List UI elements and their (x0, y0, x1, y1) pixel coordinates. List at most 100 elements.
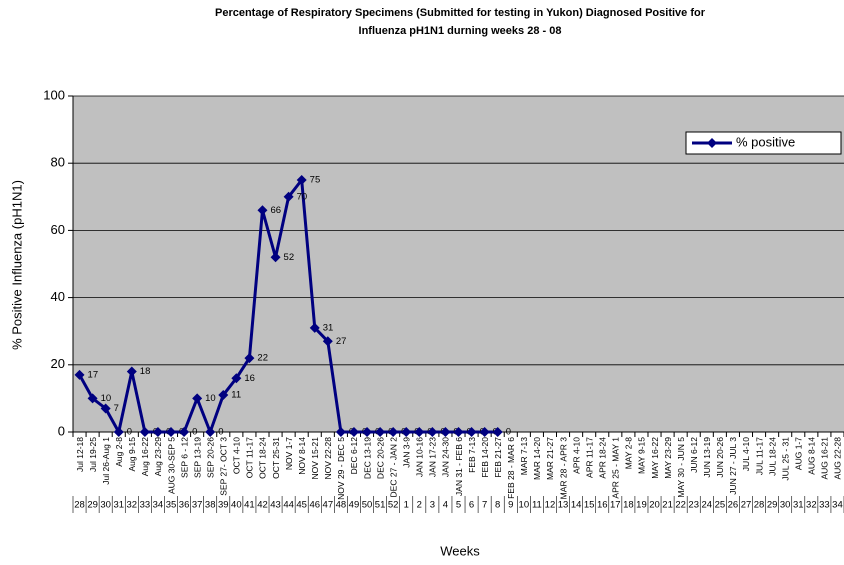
x-tick-label: DEC 6-12 (349, 437, 359, 475)
week-label: 47 (323, 500, 334, 511)
marker (192, 393, 203, 404)
week-label: 36 (179, 500, 190, 511)
x-tick-label: JUN 20-26 (715, 437, 725, 478)
x-tick-label: AUG 30-SEP 5 (166, 437, 176, 494)
week-label: 49 (349, 500, 360, 511)
data-label: 22 (257, 353, 268, 364)
x-tick-label: MAY 30 - JUN 5 (676, 437, 686, 498)
x-tick-label: Aug 23-29 (153, 437, 163, 476)
marker (492, 427, 503, 437)
legend-label: % positive (736, 134, 795, 149)
marker (139, 427, 150, 437)
x-tick-label: SEP 27- OCT 3 (219, 437, 229, 496)
y-tick-label: 100 (43, 87, 65, 102)
x-tick-label: FEB 7-13 (467, 437, 477, 473)
y-tick-label: 20 (51, 356, 65, 371)
x-tick-label: NOV 22-28 (323, 437, 333, 480)
marker (152, 427, 163, 437)
marker (244, 353, 255, 364)
x-tick-label: FEB 14-20 (480, 437, 490, 478)
marker (466, 427, 477, 437)
week-label: 32 (806, 500, 817, 511)
x-tick-label: MAY 16-22 (650, 437, 660, 479)
week-label: 3 (430, 500, 435, 511)
x-tick-label: DEC 13-19 (362, 437, 372, 479)
marker (126, 366, 137, 377)
week-label: 34 (153, 500, 164, 511)
marker (335, 427, 346, 437)
marker (166, 427, 177, 437)
week-label: 19 (636, 500, 647, 511)
week-label: 29 (87, 500, 98, 511)
x-tick-label: FEB 21-27 (493, 437, 503, 478)
y-tick-label: 80 (51, 155, 65, 170)
week-label: 27 (741, 500, 752, 511)
week-label: 48 (336, 500, 347, 511)
x-tick-label: SEP 6 - 12 (179, 437, 189, 478)
week-label: 33 (819, 500, 830, 511)
data-label: 10 (205, 393, 216, 404)
x-tick-label: AUG 22-28 (833, 437, 843, 480)
marker (205, 427, 216, 437)
x-tick-label: JAN 17-23 (428, 437, 438, 477)
data-label: 0 (506, 427, 511, 438)
y-tick-label: 60 (51, 222, 65, 237)
week-label: 45 (296, 500, 307, 511)
week-label: 35 (166, 500, 177, 511)
week-label: 25 (715, 500, 726, 511)
week-label: 22 (675, 500, 686, 511)
x-tick-label: APR 25 - MAY 1 (611, 437, 621, 499)
data-label: 0 (192, 427, 197, 438)
week-label: 21 (662, 500, 673, 511)
week-label: 41 (244, 500, 255, 511)
marker (231, 373, 242, 384)
x-tick-label: AUG 1-7 (794, 437, 804, 470)
week-label: 13 (558, 500, 569, 511)
x-tick-label: NOV 29 - DEC 5 (336, 437, 346, 500)
week-label: 43 (270, 500, 281, 511)
data-label: 7 (114, 403, 119, 414)
data-label: 10 (101, 393, 112, 404)
week-label: 14 (571, 500, 582, 511)
week-label: 11 (532, 500, 542, 511)
x-tick-label: DEC 20-26 (375, 437, 385, 479)
marker (113, 427, 124, 437)
marker (440, 427, 451, 437)
data-label: 0 (127, 427, 132, 438)
x-tick-label: OCT 4-10 (232, 437, 242, 474)
marker (362, 427, 373, 437)
marker (322, 336, 333, 347)
week-label: 24 (701, 500, 712, 511)
week-label: 23 (688, 500, 699, 511)
x-tick-label: JAN 10-16 (415, 437, 425, 477)
marker (388, 427, 399, 437)
week-label: 18 (623, 500, 634, 511)
week-label: 29 (767, 500, 778, 511)
week-label: 9 (508, 500, 513, 511)
marker (296, 175, 307, 185)
data-label: 11 (231, 390, 241, 401)
x-tick-label: SEP 13-19 (192, 437, 202, 478)
x-tick-label: AUG 16-21 (820, 437, 830, 480)
x-tick-label: Jul 26-Aug 1 (101, 437, 111, 485)
marker (427, 427, 438, 437)
x-tick-label: FEB 28 - MAR 6 (506, 437, 516, 499)
x-tick-label: JUL 25 - 31 (780, 437, 790, 481)
data-label: 16 (244, 373, 255, 384)
week-label: 50 (362, 500, 373, 511)
data-label: 0 (218, 427, 223, 438)
week-label: 33 (140, 500, 151, 511)
week-label: 39 (218, 500, 229, 511)
week-label: 32 (127, 500, 138, 511)
data-label: 27 (336, 336, 347, 347)
week-label: 44 (283, 500, 294, 511)
marker (414, 427, 425, 437)
x-tick-label: APR 4-10 (571, 437, 581, 474)
week-label: 12 (545, 500, 556, 511)
week-label: 8 (495, 500, 500, 511)
marker (218, 390, 229, 401)
week-label: 6 (469, 500, 474, 511)
x-tick-label: OCT 11-17 (245, 437, 255, 479)
x-axis-title: Weeks (440, 543, 480, 558)
x-tick-label: MAR 14-20 (532, 437, 542, 480)
